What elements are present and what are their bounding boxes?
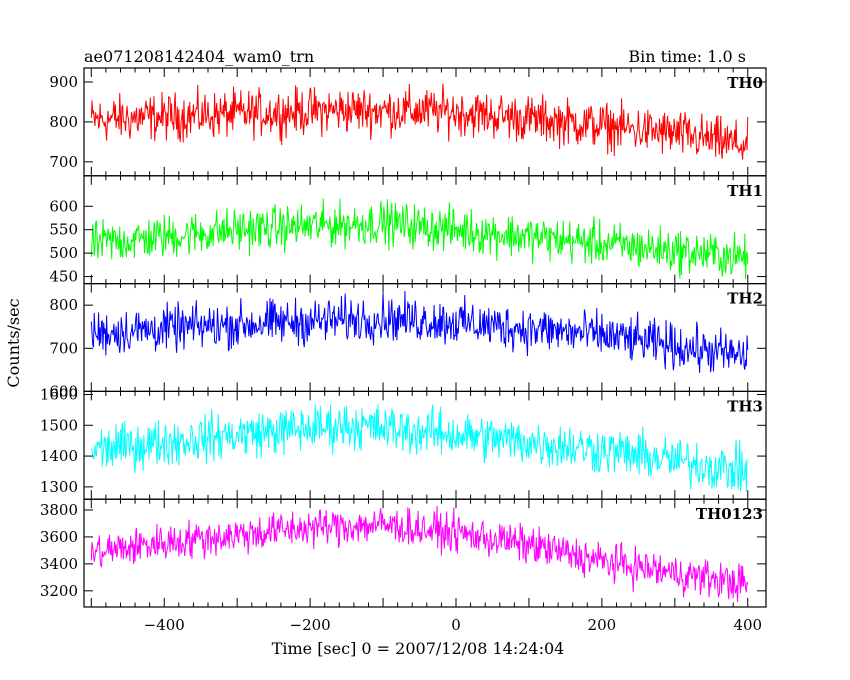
panel-frame [83,498,767,608]
y-tick-label: 3600 [40,528,78,546]
y-tick-label: 3800 [40,501,78,519]
panel-label: TH1 [727,182,763,200]
panel-th3: 1300 1400 1500 1600 TH3 [40,385,767,500]
figure-header-left: ae071208142404_wam0_trn [84,47,314,66]
y-axis-label: Counts/sec [4,298,23,387]
y-tick-label: 1500 [40,416,78,434]
y-tick-label: 700 [49,339,78,357]
x-axis-label: Time [sec] 0 = 2007/12/08 14:24:04 [272,639,565,658]
series-line-th0 [90,83,749,160]
y-tick-label: 600 [49,197,78,215]
panel-th0123: 3200 3400 3600 3800 TH0123 [40,498,767,608]
x-tick-label: 200 [588,616,617,634]
series-line-th1 [90,198,749,279]
figure-header-right: Bin time: 1.0 s [628,47,746,66]
y-tick-label: 1600 [40,385,78,403]
panel-th1: 450 500 550 600 TH1 [49,175,767,286]
series-line-th3 [90,404,748,492]
x-tick-label: 0 [451,616,461,634]
panel-label: TH0 [727,74,763,92]
y-tick-label: 700 [49,153,78,171]
series-line-th2 [90,291,749,373]
panel-label: TH0123 [696,505,763,523]
panel-th0: 700 800 900 TH0 [49,67,767,177]
y-tick-label: 3400 [40,555,78,573]
y-tick-label: 800 [49,113,78,131]
panel-th2: 600 700 800 TH2 [49,283,767,400]
y-tick-label: 550 [49,221,78,239]
panels-group: 700 800 900 TH0 450 500 550 600 TH1 600 700 800 TH2 1… [40,67,767,608]
y-tick-label: 800 [49,296,78,314]
y-tick-label: 900 [49,73,78,91]
y-tick-label: 1400 [40,447,78,465]
y-tick-label: 450 [49,268,78,286]
y-tick-label: 500 [49,244,78,262]
x-axis: −400 −200 0 200 400 [144,616,762,634]
x-tick-label: −200 [290,616,331,634]
y-tick-label: 3200 [40,582,78,600]
y-tick-label: 600 [49,382,78,400]
x-tick-label: −400 [144,616,185,634]
x-tick-label: 400 [733,616,762,634]
panel-label: TH2 [727,290,763,308]
series-line-th0123 [90,505,749,602]
y-tick-label: 1300 [40,478,78,496]
panel-frame [83,283,767,393]
panel-label: TH3 [727,397,763,415]
